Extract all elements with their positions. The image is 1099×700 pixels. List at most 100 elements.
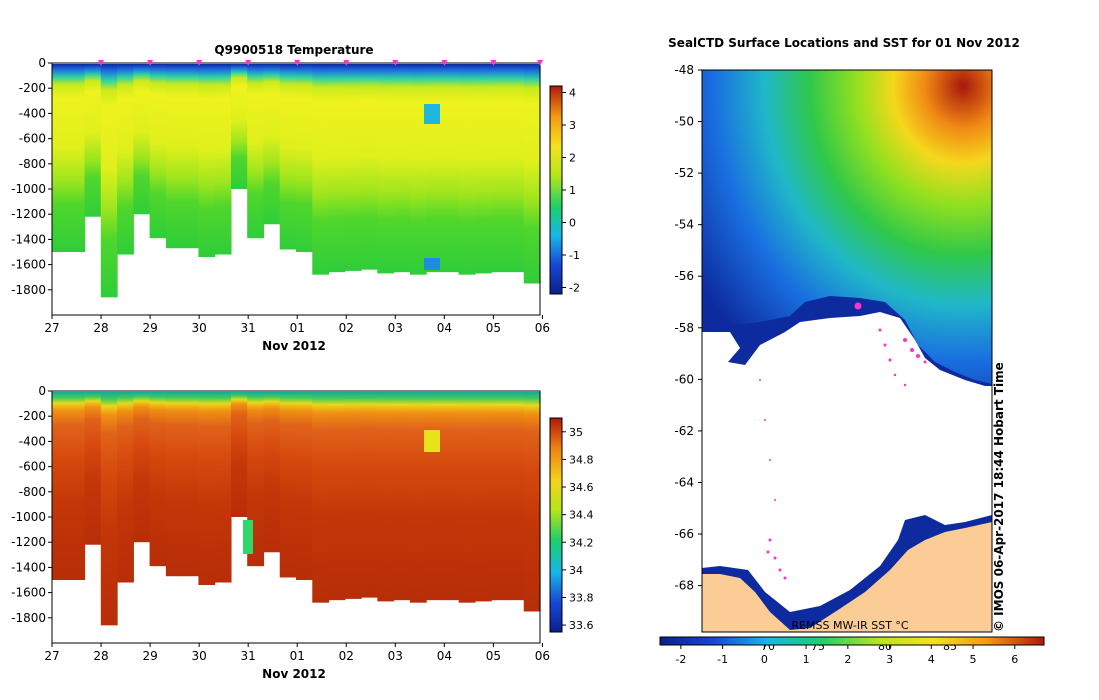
y-tick-label: -600	[19, 460, 46, 474]
temperature-anomaly-patch-deep	[424, 258, 440, 270]
lat-tick-label: -54	[674, 218, 694, 232]
profile-column	[230, 392, 248, 517]
lat-tick-label: -58	[674, 321, 694, 335]
x-tick-label: 29	[142, 649, 157, 663]
seal-tracks	[759, 302, 927, 580]
map-frame	[701, 69, 993, 633]
profile-column	[361, 392, 378, 598]
temperature-title: Q9900518 Temperature	[214, 43, 373, 57]
lat-tick-label: -48	[674, 63, 694, 77]
lat-tick-label: -62	[674, 424, 694, 438]
profile-column	[263, 64, 281, 225]
profile-column	[68, 392, 86, 580]
temperature-section-columns	[52, 64, 541, 298]
profile-column	[182, 64, 199, 249]
temperature-colorbar	[549, 85, 563, 295]
profile-marker	[245, 60, 252, 66]
profile-column	[247, 64, 265, 239]
profile-marker	[490, 60, 497, 66]
salinity-x-label: Nov 2012	[262, 667, 326, 681]
profile-column	[198, 392, 216, 586]
sst-colorbar-tick-label: 6	[1011, 653, 1018, 666]
temperature-y-axis: 0 -200 -400 -600 -800 -1000 -1200 -1400 -1600 -18…	[11, 56, 52, 297]
x-tick-label: 06	[535, 649, 550, 663]
salinity-anomaly-patch	[424, 430, 440, 452]
temperature-x-label: Nov 2012	[262, 339, 326, 353]
x-tick-label: 04	[437, 649, 452, 663]
profile-column	[312, 392, 330, 603]
profile-column	[474, 392, 492, 602]
sst-colorbar-tick-label: -1	[717, 653, 728, 666]
profile-column	[117, 392, 134, 583]
profile-column	[279, 392, 297, 578]
y-tick-label: -600	[19, 132, 46, 146]
sst-colorbar-tick-label: 5	[970, 653, 977, 666]
profile-column	[377, 64, 395, 274]
colorbar-tick-label: 34.2	[569, 536, 594, 549]
profile-column	[442, 64, 460, 273]
temperature-colorbar-ticks: 4 3 2 1 0 -1 -2	[562, 87, 580, 295]
y-tick-label: -1600	[11, 586, 46, 600]
colorbar-tick-label: 4	[569, 87, 576, 100]
x-tick-label: 02	[339, 321, 354, 335]
lat-tick-label: -68	[674, 579, 694, 593]
x-tick-label: 01	[290, 321, 305, 335]
x-tick-label: 31	[241, 649, 256, 663]
x-tick-label: 27	[44, 649, 59, 663]
profile-column	[523, 392, 541, 612]
salinity-x-axis: 27 28 29 30 31 01 02 03 04 05 06	[44, 643, 550, 663]
profile-column	[409, 392, 427, 603]
y-tick-label: -1000	[11, 182, 46, 196]
profile-column	[117, 64, 134, 255]
profile-markers	[98, 60, 543, 66]
profile-column	[230, 64, 248, 189]
x-tick-label: 28	[93, 649, 108, 663]
profile-column	[214, 392, 232, 583]
profile-column	[507, 392, 525, 601]
profile-column	[393, 392, 411, 601]
y-tick-label: -1600	[11, 258, 46, 272]
profile-column	[296, 64, 313, 252]
profile-column	[458, 64, 476, 275]
sea-ice-mask	[702, 312, 992, 628]
profile-column	[393, 64, 411, 273]
sst-colorbar-tick-label: 3	[886, 653, 893, 666]
profile-marker	[294, 60, 301, 66]
profile-column	[133, 64, 151, 215]
y-tick-label: -400	[19, 434, 46, 448]
profile-column	[344, 64, 362, 271]
salinity-section-columns	[52, 392, 541, 626]
colorbar-tick-label: 33.8	[569, 591, 594, 604]
map-latitude-axis: -48 -50 -52 -54 -56 -58 -60 -62 -64 -66 -68	[674, 63, 702, 593]
salinity-colorbar	[549, 417, 563, 633]
profile-column	[84, 392, 102, 545]
coastal-cold-water	[702, 515, 992, 630]
colorbar-tick-label: 35	[569, 426, 583, 439]
profile-column	[100, 392, 118, 626]
sst-colorbar-ticks: -2 -1 0 1 2 3 4 5 6	[675, 645, 1018, 666]
y-tick-label: -400	[19, 106, 46, 120]
lat-tick-label: -64	[674, 475, 694, 489]
profile-column	[328, 64, 346, 273]
sst-colorbar-tick-label: 4	[928, 653, 935, 666]
lat-tick-label: -60	[674, 372, 694, 386]
lat-tick-label: -56	[674, 269, 694, 283]
profile-column	[68, 64, 86, 252]
profile-column	[328, 392, 346, 601]
y-tick-label: -1000	[11, 510, 46, 524]
profile-column	[279, 64, 297, 250]
imos-credit: © IMOS 06-Apr-2017 18:44 Hobart Time	[992, 362, 1006, 632]
x-tick-label: 30	[191, 649, 206, 663]
colorbar-tick-label: 1	[569, 184, 576, 197]
profile-column	[149, 64, 167, 239]
sst-colorbar-tick-label: 2	[844, 653, 851, 666]
y-tick-label: 0	[38, 384, 46, 398]
profile-column	[149, 392, 167, 567]
x-tick-label: 03	[388, 649, 403, 663]
x-tick-label: 05	[486, 649, 501, 663]
profile-column	[165, 64, 183, 249]
temperature-panel: Q9900518 Temperature 0 -200 -400 -600 -800 -1…	[11, 43, 580, 353]
y-tick-label: -200	[19, 409, 46, 423]
profile-column	[361, 64, 378, 270]
profile-column	[165, 392, 183, 577]
